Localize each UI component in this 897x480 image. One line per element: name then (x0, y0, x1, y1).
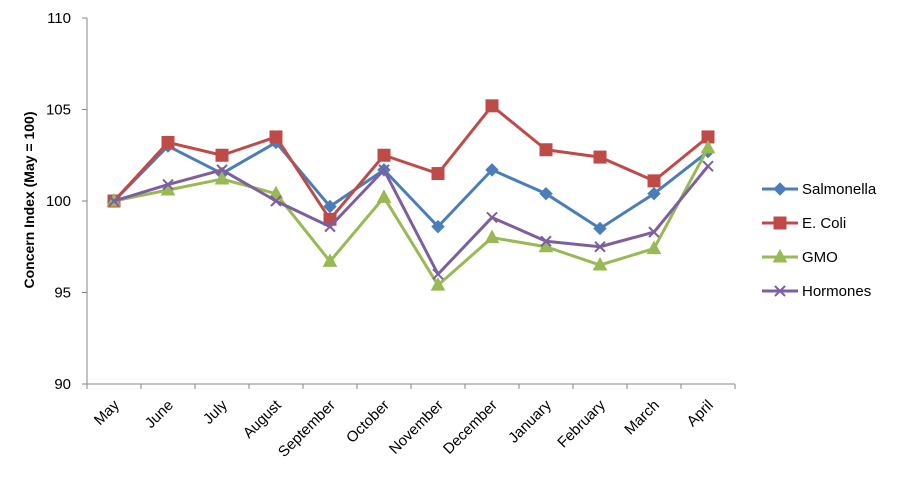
legend-item: E. Coli (762, 215, 846, 232)
series-hormones (108, 160, 714, 280)
data-point (215, 148, 229, 162)
data-point (594, 241, 606, 253)
x-tick-label: March (621, 397, 662, 438)
series-layer (106, 99, 716, 291)
data-point (773, 182, 787, 196)
data-point (268, 185, 284, 200)
data-point (592, 257, 608, 271)
y-tick-label: 100 (46, 193, 71, 210)
data-point (377, 148, 391, 162)
legend-label: E. Coli (802, 215, 846, 232)
data-point (161, 135, 175, 149)
data-point (540, 235, 552, 247)
data-point (162, 178, 174, 191)
data-point (485, 163, 499, 177)
legend-item: GMO (762, 248, 838, 266)
data-point (108, 195, 120, 207)
data-point (430, 277, 446, 291)
data-point (486, 211, 498, 224)
legend-item: Hormones (762, 283, 871, 300)
x-tick-label: November (386, 397, 447, 458)
series-e-coli (107, 99, 715, 226)
data-point (431, 219, 445, 234)
x-tick-label: May (91, 396, 123, 428)
x-tick-label: December (440, 397, 501, 458)
data-point (772, 248, 788, 263)
data-point (702, 160, 714, 172)
data-point (646, 240, 662, 255)
series-line (113, 147, 710, 287)
data-point (647, 174, 661, 188)
data-point (539, 186, 553, 201)
data-point (700, 139, 716, 154)
data-point (593, 221, 607, 236)
y-tick-label: 110 (47, 10, 71, 27)
data-point (378, 164, 390, 176)
data-point (270, 195, 282, 207)
x-tick-label: September (275, 397, 339, 461)
data-point (773, 216, 787, 230)
legend-label: Salmonella (802, 181, 877, 198)
data-point (216, 164, 228, 176)
data-point (539, 143, 553, 157)
data-point (324, 220, 336, 233)
y-tick-label: 90 (54, 376, 71, 393)
x-tick-label: April (684, 397, 717, 430)
legend-label: Hormones (802, 283, 871, 300)
series-line (112, 104, 709, 221)
y-axis-title: Concern Index (May = 100) (21, 111, 37, 288)
x-tick-label: January (505, 396, 555, 446)
series-line (113, 165, 710, 276)
data-point (647, 186, 661, 201)
legend: Salmonella E. Coli GMO Hormones (762, 181, 877, 300)
data-point (774, 285, 786, 297)
data-point (485, 99, 499, 113)
x-tick-label: July (200, 396, 231, 427)
data-point (376, 189, 392, 203)
y-tick-label: 95 (54, 285, 71, 302)
data-point (484, 229, 500, 244)
series-line (112, 140, 709, 230)
data-point (322, 253, 338, 267)
data-point (648, 226, 660, 238)
data-point (269, 130, 283, 144)
x-tick-label: October (343, 397, 393, 447)
data-point (431, 167, 445, 181)
data-point (323, 199, 337, 214)
data-point (593, 150, 607, 164)
legend-item: Salmonella (762, 181, 877, 198)
legend-label: GMO (802, 249, 838, 266)
data-point (432, 268, 444, 280)
x-tick-label: February (554, 396, 609, 451)
y-tick-label: 105 (46, 102, 71, 119)
data-point (214, 170, 230, 185)
x-tick-label: June (142, 397, 177, 432)
x-tick-label: August (240, 396, 286, 442)
